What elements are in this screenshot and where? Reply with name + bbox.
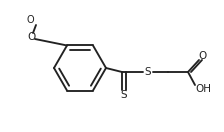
Text: O: O [199, 51, 207, 61]
Text: O: O [26, 15, 34, 25]
Text: S: S [145, 67, 151, 77]
Text: S: S [121, 90, 127, 100]
Text: OH: OH [195, 84, 211, 94]
Text: O: O [27, 32, 35, 42]
